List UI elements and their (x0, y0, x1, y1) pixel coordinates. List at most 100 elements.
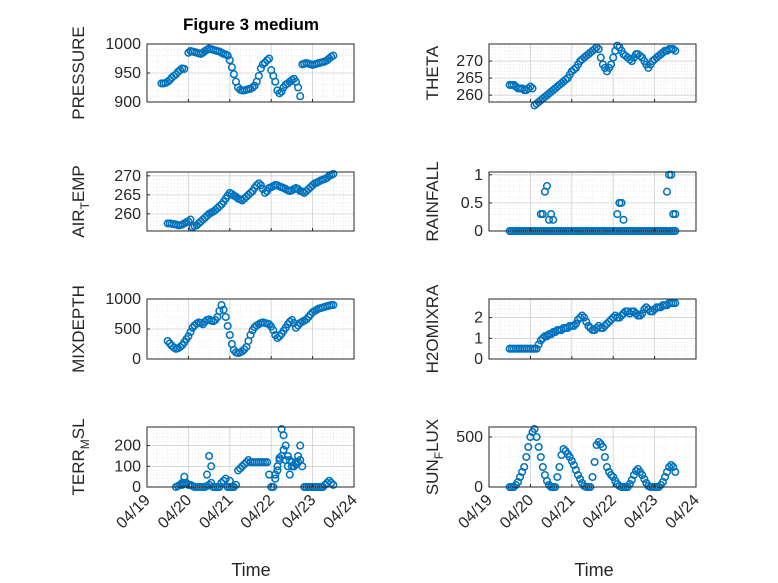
data-point (631, 466, 641, 476)
data-point (524, 84, 533, 93)
data-point (590, 45, 599, 54)
data-point (223, 321, 232, 331)
data-point (225, 330, 234, 340)
y-tick-label: 500 (114, 321, 141, 338)
data-point (534, 340, 543, 349)
y-tick-label: 270 (456, 53, 483, 70)
data-point (258, 60, 267, 69)
data-point (555, 462, 564, 472)
data-point (238, 462, 247, 471)
data-point (607, 60, 616, 69)
x-tick-label: 04/23 (279, 492, 319, 532)
data-point (221, 312, 230, 322)
data-point (283, 451, 292, 461)
data-point (524, 442, 533, 452)
data-point (658, 48, 667, 57)
y-tick-label: 200 (114, 438, 141, 455)
data-point (538, 334, 547, 343)
data-point (289, 462, 299, 471)
data-point (256, 64, 265, 73)
data-point (325, 476, 334, 485)
subplot-h2omixra: 0 1 2 H2OMIXRA (423, 284, 697, 373)
subplot-pressure: 900 950 1000 PRESSURE (69, 26, 355, 120)
data-point (265, 54, 274, 63)
data-point (671, 467, 680, 477)
y-tick-label: 265 (456, 70, 483, 87)
data-point (277, 87, 286, 96)
data-point (207, 478, 216, 487)
data-point (671, 210, 680, 219)
data-point (273, 466, 282, 475)
data-point (294, 83, 303, 92)
data-point (536, 336, 545, 345)
series-air-temp (163, 169, 338, 232)
y-tick-label: 0 (474, 351, 483, 368)
data-point (178, 480, 187, 489)
data-point (522, 452, 531, 462)
data-point (549, 215, 558, 224)
data-point (636, 51, 645, 60)
data-point (532, 432, 541, 442)
data-point (217, 478, 226, 487)
data-point (271, 474, 280, 483)
data-point (223, 51, 232, 60)
data-point (273, 333, 282, 343)
series-h2omixra (505, 299, 680, 353)
data-point (640, 474, 649, 484)
data-point (296, 441, 305, 450)
data-point (532, 344, 541, 353)
y-tick-label: 0.5 (461, 195, 483, 212)
axes-box (146, 171, 355, 232)
x-tick-label: 04/24 (320, 492, 360, 532)
data-point (234, 466, 243, 475)
data-point (580, 313, 589, 322)
data-point (329, 169, 338, 178)
data-point (279, 431, 288, 440)
y-tick-label: 0 (474, 223, 483, 240)
x-tick-label: 04/21 (196, 492, 236, 532)
x-tick-label: 04/22 (580, 492, 620, 532)
data-point (538, 210, 547, 219)
data-point (254, 179, 263, 188)
y-tick-label: 270 (114, 168, 141, 185)
data-point (329, 480, 338, 489)
series-theta (505, 41, 680, 110)
data-point (547, 330, 556, 339)
x-axis-label-left: Time (231, 560, 270, 580)
y-axis-label: AIRTEMP (69, 165, 92, 238)
data-point (561, 75, 570, 84)
y-tick-label: 0 (132, 479, 141, 496)
data-point (538, 462, 547, 472)
data-point (248, 83, 257, 92)
data-point (285, 470, 294, 479)
y-tick-label: 2 (474, 310, 483, 327)
data-point (231, 480, 241, 489)
data-point (252, 181, 261, 190)
data-point (184, 332, 193, 341)
data-point (229, 70, 238, 79)
y-tick-label: 1000 (105, 291, 141, 308)
axes-box (488, 43, 697, 103)
y-tick-label: 100 (114, 458, 141, 475)
data-point (605, 317, 614, 326)
y-tick-label: 1 (474, 330, 483, 347)
data-point (609, 472, 618, 482)
data-point (613, 210, 622, 219)
data-point (246, 188, 255, 197)
data-point (617, 311, 626, 320)
data-point (534, 442, 543, 452)
x-axis-label-right: Time (574, 560, 613, 580)
data-point (225, 56, 234, 65)
data-point (584, 321, 593, 330)
axes-box (488, 171, 697, 232)
data-point (528, 84, 537, 93)
data-point (629, 470, 638, 480)
data-point (291, 460, 301, 469)
data-point (609, 53, 618, 62)
subplot-mixdepth: 0 500 1000 MIXDEPTH (69, 285, 355, 373)
data-point (660, 472, 670, 482)
y-tick-label: 265 (114, 187, 141, 204)
y-tick-label: 260 (114, 206, 141, 223)
data-point (615, 313, 624, 322)
